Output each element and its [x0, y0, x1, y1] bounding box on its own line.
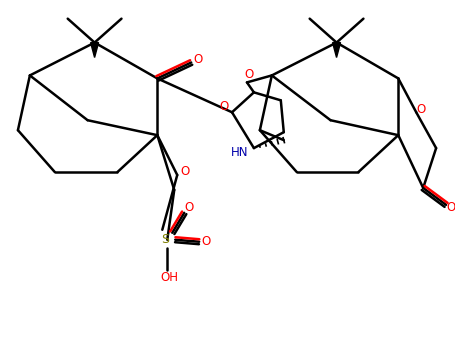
Text: O: O — [185, 201, 194, 214]
Text: HN: HN — [231, 146, 249, 159]
Text: O: O — [219, 100, 229, 113]
Text: O: O — [202, 235, 211, 248]
Text: O: O — [193, 53, 203, 66]
Text: O: O — [181, 164, 190, 177]
Text: O: O — [417, 103, 426, 116]
Text: O: O — [244, 68, 253, 81]
Polygon shape — [91, 43, 99, 57]
Text: O: O — [446, 201, 455, 214]
Text: OH: OH — [160, 271, 178, 284]
Polygon shape — [333, 43, 340, 57]
Text: S: S — [161, 233, 169, 246]
